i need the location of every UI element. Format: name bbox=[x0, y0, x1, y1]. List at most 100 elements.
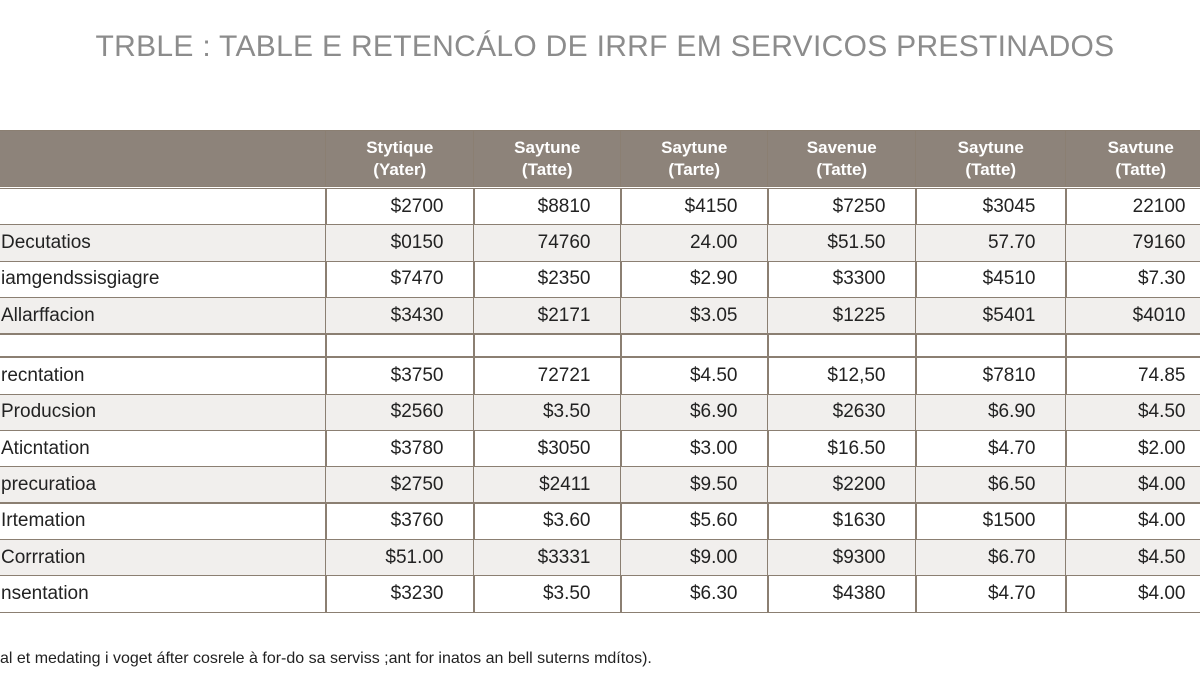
row-label: Irtemation bbox=[0, 502, 327, 541]
value-cell: $6.70 bbox=[915, 538, 1067, 577]
value-cell: $16.50 bbox=[767, 429, 917, 468]
value-cell: $4510 bbox=[915, 260, 1067, 299]
value-cell: $3230 bbox=[325, 575, 475, 613]
value-cell: $2350 bbox=[473, 260, 622, 299]
value-cell: $6.90 bbox=[620, 393, 769, 432]
value-cell: 79160 bbox=[1065, 224, 1200, 263]
value-cell: $3750 bbox=[325, 357, 475, 395]
value-cell: $3331 bbox=[473, 538, 622, 577]
value-cell: $2.00 bbox=[1065, 429, 1200, 468]
value-cell: $6.30 bbox=[620, 575, 769, 613]
value-cell: $6.50 bbox=[915, 466, 1067, 504]
value-cell: $4.00 bbox=[1065, 502, 1200, 541]
row-label: Aticntation bbox=[0, 429, 327, 468]
value-cell: $4150 bbox=[620, 188, 769, 226]
spacer-cell bbox=[915, 333, 1067, 358]
row-label bbox=[0, 188, 327, 226]
footnote: al et medating i voget áfter cosrele à f… bbox=[0, 650, 652, 667]
value-cell: $3.50 bbox=[473, 393, 622, 432]
value-cell: $2750 bbox=[325, 466, 475, 504]
value-cell: 74.85 bbox=[1065, 357, 1200, 395]
value-cell: $51.50 bbox=[767, 224, 917, 263]
value-cell: $2630 bbox=[767, 393, 917, 432]
row-label: iamgendssisgiagre bbox=[0, 260, 327, 299]
value-cell: $2411 bbox=[473, 466, 622, 504]
value-cell: $4010 bbox=[1065, 296, 1200, 335]
value-cell: $4380 bbox=[767, 575, 917, 613]
value-cell: $7810 bbox=[915, 357, 1067, 395]
spacer-cell bbox=[767, 333, 917, 358]
value-cell: $8810 bbox=[473, 188, 622, 226]
header-line: Saytune bbox=[514, 137, 581, 157]
value-cell: $3780 bbox=[325, 429, 475, 468]
header-line: (Tarte) bbox=[668, 159, 721, 179]
header-line: Saytune bbox=[661, 137, 728, 157]
value-cell: $7470 bbox=[325, 260, 475, 299]
value-cell: $4.50 bbox=[620, 357, 769, 395]
value-cell: $3.05 bbox=[620, 296, 769, 335]
spacer-cell bbox=[620, 333, 769, 358]
value-cell: $0150 bbox=[325, 224, 475, 263]
value-cell: $3045 bbox=[915, 188, 1067, 226]
value-cell: $3430 bbox=[325, 296, 475, 335]
value-cell: $4.50 bbox=[1065, 393, 1200, 432]
header-cell: Stytique (Yater) bbox=[325, 130, 475, 187]
value-cell: 72721 bbox=[473, 357, 622, 395]
value-cell: $9300 bbox=[767, 538, 917, 577]
value-cell: $51.00 bbox=[325, 538, 475, 577]
header-line: (Tatte) bbox=[521, 159, 573, 179]
header-cell-empty bbox=[0, 130, 327, 187]
value-cell: $3050 bbox=[473, 429, 622, 468]
title: TRBLE : TABLE E RETENCÁLO DE IRRF EM SER… bbox=[95, 30, 1115, 63]
value-cell: $4.50 bbox=[1065, 538, 1200, 577]
value-cell: $2700 bbox=[325, 188, 475, 226]
value-cell: $3760 bbox=[325, 502, 475, 541]
value-cell: $12,50 bbox=[767, 357, 917, 395]
value-cell: $3.60 bbox=[473, 502, 622, 541]
header-cell: Saytune (Tatte) bbox=[473, 130, 622, 187]
header-line: Savtune bbox=[1107, 137, 1174, 157]
value-cell: $4.00 bbox=[1065, 575, 1200, 613]
value-cell: $2200 bbox=[767, 466, 917, 504]
row-label: Producsion bbox=[0, 393, 327, 432]
value-cell: $1225 bbox=[767, 296, 917, 335]
header-cell: Saytune (Tatte) bbox=[915, 130, 1067, 187]
value-cell: $3.00 bbox=[620, 429, 769, 468]
value-cell: $9.50 bbox=[620, 466, 769, 504]
spacer-cell bbox=[1065, 333, 1200, 358]
value-cell: $5401 bbox=[915, 296, 1067, 335]
value-cell: $7.30 bbox=[1065, 260, 1200, 299]
row-label: Allarffacion bbox=[0, 296, 327, 335]
spacer-cell bbox=[325, 333, 475, 358]
value-cell: 74760 bbox=[473, 224, 622, 263]
value-cell: $4.70 bbox=[915, 575, 1067, 613]
value-cell: $5.60 bbox=[620, 502, 769, 541]
header-cell: Savenue (Tatte) bbox=[767, 130, 917, 187]
value-cell: $9.00 bbox=[620, 538, 769, 577]
row-label: precuratioa bbox=[0, 466, 327, 504]
header-cell: Saytune (Tarte) bbox=[620, 130, 769, 187]
value-cell: 24.00 bbox=[620, 224, 769, 263]
value-cell: 22100 bbox=[1065, 188, 1200, 226]
header-line: (Tatte) bbox=[965, 159, 1017, 179]
value-cell: $2560 bbox=[325, 393, 475, 432]
header-line: (Tatte) bbox=[816, 159, 868, 179]
header-line: (Yater) bbox=[373, 159, 427, 179]
value-cell: $2.90 bbox=[620, 260, 769, 299]
value-cell: $4.00 bbox=[1065, 466, 1200, 504]
value-cell: $3.50 bbox=[473, 575, 622, 613]
value-cell: $3300 bbox=[767, 260, 917, 299]
header-cell: Savtune (Tatte) bbox=[1065, 130, 1200, 187]
header-line: Saytune bbox=[957, 137, 1024, 157]
header-line: (Tatte) bbox=[1115, 159, 1167, 179]
value-cell: $7250 bbox=[767, 188, 917, 226]
row-label: Decutatios bbox=[0, 224, 327, 263]
value-cell: $1500 bbox=[915, 502, 1067, 541]
header-line: Stytique bbox=[366, 137, 434, 157]
spacer-cell bbox=[0, 333, 327, 358]
spacer-cell bbox=[473, 333, 622, 358]
value-cell: $4.70 bbox=[915, 429, 1067, 468]
value-cell: $1630 bbox=[767, 502, 917, 541]
row-label: nsentation bbox=[0, 575, 327, 613]
